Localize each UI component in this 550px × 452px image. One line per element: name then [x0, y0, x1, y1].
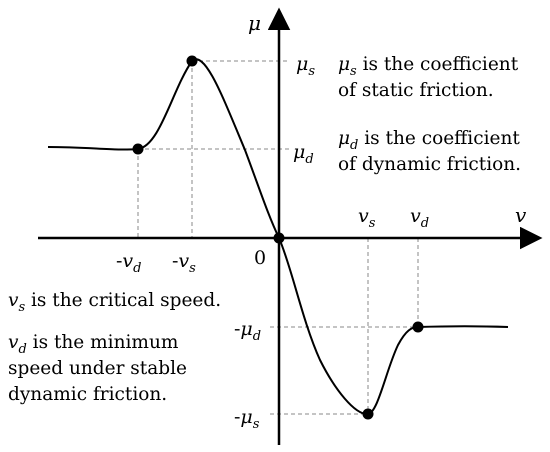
mu-d-label: μd [293, 141, 314, 167]
vs-label: vs [358, 205, 376, 231]
neg-mu-d-label: -μd [234, 318, 261, 344]
y-axis-label: μ [248, 11, 261, 35]
origin-label: 0 [254, 247, 266, 269]
neg-vd-label: -vd [116, 250, 141, 276]
friction-curve [47, 58, 509, 416]
point-vd [412, 321, 424, 333]
note-mu-s-line1: μs is the coefficient [338, 54, 519, 79]
point-neg-vs [186, 55, 198, 67]
point-vs [362, 408, 374, 420]
note-vd-line2: speed under stable [8, 358, 187, 379]
note-mu-d-line2: of dynamic friction. [338, 154, 521, 175]
neg-vs-label: -vs [172, 250, 196, 276]
note-mu-d-line1: μd is the coefficient [338, 128, 520, 153]
key-points [132, 55, 424, 420]
note-vd-line3: dynamic friction. [8, 384, 167, 405]
guide-lines [137, 60, 419, 415]
point-neg-vd [132, 143, 144, 155]
note-vd-line1: vd is the minimum [8, 332, 179, 357]
mu-s-label: μs [296, 53, 315, 79]
note-mu-s-line2: of static friction. [338, 80, 494, 101]
neg-mu-s-label: -μs [234, 406, 260, 432]
x-axis-label: v [515, 203, 527, 227]
vd-label: vd [410, 205, 429, 231]
note-vs-line1: vs is the critical speed. [8, 290, 221, 315]
point-origin [273, 232, 285, 244]
